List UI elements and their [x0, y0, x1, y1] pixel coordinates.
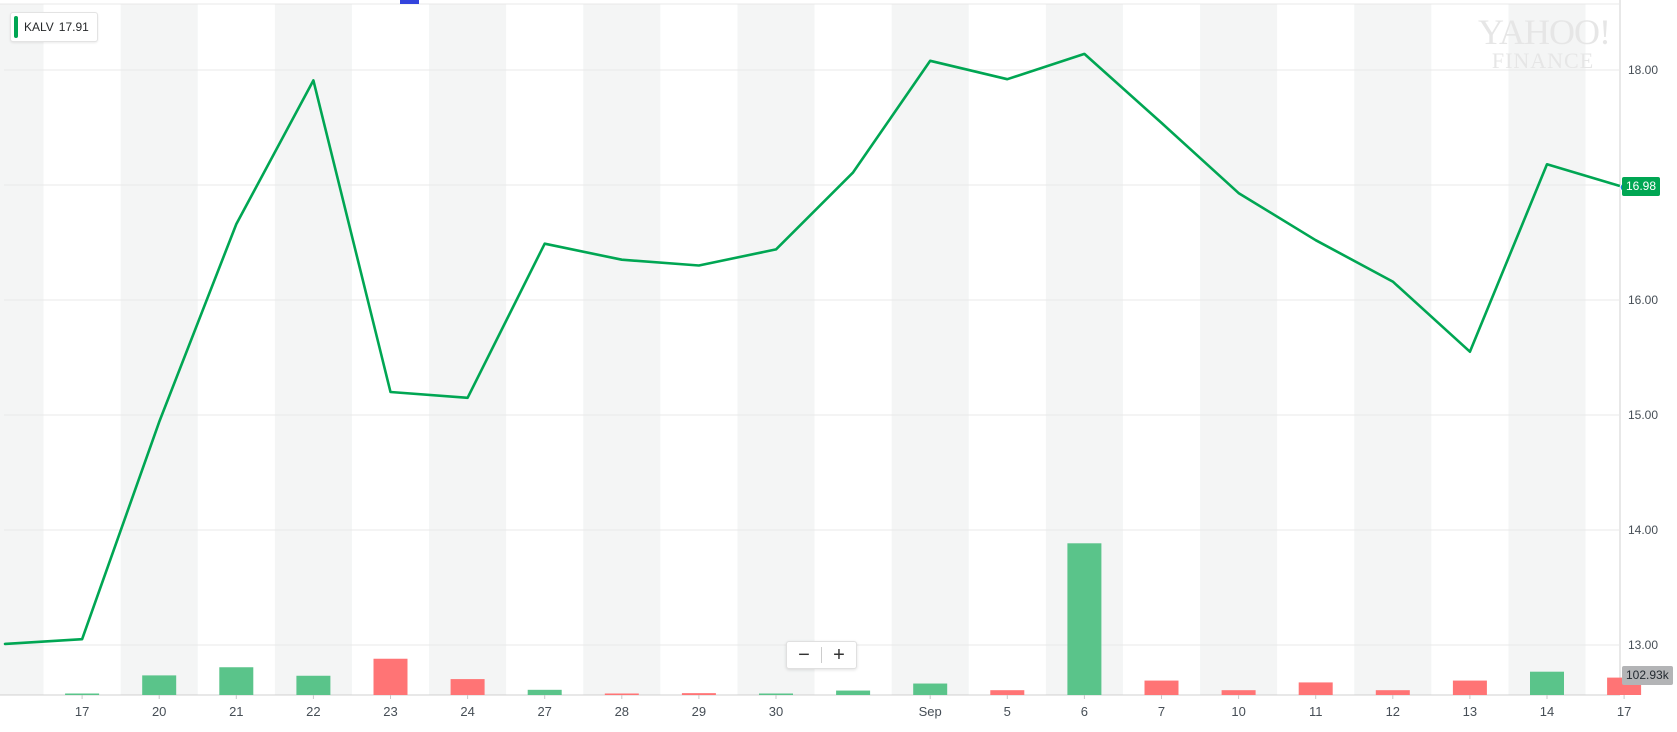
zoom-divider: [821, 647, 822, 663]
legend-swatch: [14, 16, 18, 38]
legend-symbol: KALV: [24, 20, 54, 34]
yahoo-finance-logo: YAHOO! FINANCE: [1478, 12, 1611, 73]
volume-bar: [1067, 543, 1102, 695]
volume-bar: [527, 689, 562, 695]
x-tick-label: 17: [75, 704, 89, 719]
volume-bar: [1530, 671, 1564, 695]
x-tick-label: 5: [1004, 704, 1011, 719]
x-tick-label: 30: [769, 704, 783, 719]
zoom-control: − +: [786, 641, 857, 669]
price-line: [3, 52, 1626, 646]
day-band: [274, 4, 352, 695]
volume-bar: [759, 693, 793, 695]
day-band: [429, 4, 507, 695]
x-tick-label: 11: [1309, 704, 1323, 719]
last-price-tag: 16.98: [1622, 177, 1661, 196]
x-tick-label: 17: [1617, 704, 1631, 719]
volume-bar: [450, 679, 485, 695]
logo-line2: FINANCE: [1491, 48, 1595, 73]
volume-bar: [604, 693, 639, 695]
volume-bar: [1452, 680, 1487, 695]
x-tick-label: 20: [152, 704, 166, 719]
volume-tag: 102.93k: [1622, 666, 1673, 685]
range-indicator: [400, 0, 419, 4]
x-tick-label: 10: [1231, 704, 1245, 719]
volume-bar: [1298, 682, 1333, 695]
x-tick-label: 21: [229, 704, 243, 719]
x-tick-label: 28: [615, 704, 629, 719]
x-tick-label: 23: [383, 704, 397, 719]
day-band: [120, 4, 198, 695]
y-tick-label: 18.00: [1628, 63, 1658, 77]
volume-bar: [373, 658, 408, 695]
volume-bar: [296, 675, 331, 695]
y-tick-label: 13.00: [1628, 638, 1658, 652]
volume-bar: [990, 690, 1025, 695]
volume-bar: [836, 690, 871, 695]
y-tick-label: 15.00: [1628, 408, 1658, 422]
volume-bar: [1144, 680, 1179, 695]
legend-value: 17.91: [58, 20, 89, 34]
x-tick-label: 7: [1158, 704, 1165, 719]
volume-bar: [142, 675, 177, 695]
day-band: [1354, 4, 1432, 695]
volume-bar: [219, 667, 254, 695]
day-band: [0, 4, 44, 695]
volume-bar: [681, 693, 716, 695]
x-tick-label: 24: [460, 704, 474, 719]
day-band: [583, 4, 661, 695]
day-band: [737, 4, 815, 695]
x-tick-label: 12: [1386, 704, 1400, 719]
x-tick-label: 13: [1463, 704, 1477, 719]
x-tick-label: 14: [1540, 704, 1554, 719]
volume-bar: [1221, 690, 1256, 695]
zoom-out-button[interactable]: −: [798, 644, 810, 666]
day-band: [1508, 4, 1586, 695]
y-tick-label: 14.00: [1628, 523, 1658, 537]
x-tick-label: Sep: [919, 704, 942, 719]
day-band: [1200, 4, 1278, 695]
volume-bar: [913, 683, 948, 695]
zoom-in-button[interactable]: +: [833, 644, 845, 666]
x-tick-label: 6: [1081, 704, 1088, 719]
y-tick-label: 16.00: [1628, 293, 1658, 307]
day-band: [891, 4, 969, 695]
volume-bar: [1375, 690, 1410, 695]
x-tick-label: 27: [537, 704, 551, 719]
volume-bar: [65, 693, 100, 695]
x-tick-label: 22: [306, 704, 320, 719]
x-tick-label: 29: [692, 704, 706, 719]
logo-line1: YAHOO!: [1478, 12, 1611, 52]
legend-chip[interactable]: KALV 17.91: [10, 12, 98, 42]
